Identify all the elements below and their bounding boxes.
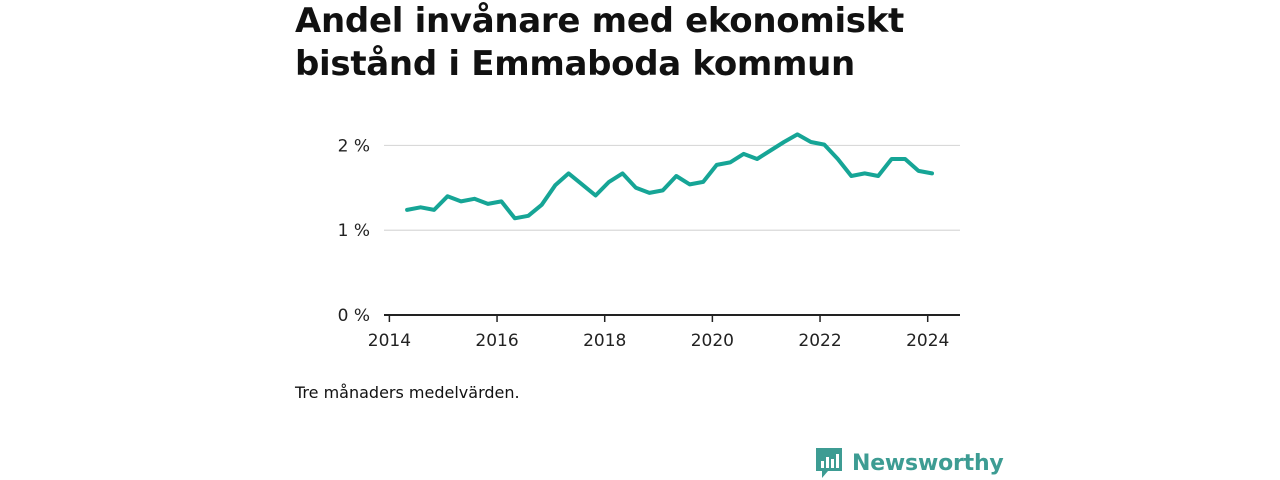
chart-title: Andel invånare med ekonomiskt bistånd i … — [295, 1, 905, 84]
chart-note: Tre månaders medelvärden. — [295, 383, 520, 402]
y-tick-label: 2 % — [338, 136, 370, 156]
y-tick-label: 1 % — [338, 221, 370, 241]
x-tick-label: 2016 — [475, 331, 518, 351]
x-tick-label: 2024 — [906, 331, 949, 351]
x-tick-label: 2014 — [368, 331, 411, 351]
x-tick-label: 2018 — [583, 331, 626, 351]
y-tick-label: 0 % — [338, 306, 370, 326]
series-group — [405, 132, 934, 221]
x-axis — [384, 314, 960, 322]
y-axis-labels: 0 % 1 % 2 % — [338, 136, 370, 326]
x-tick-label: 2022 — [798, 331, 841, 351]
x-axis-labels: 2014 2016 2018 2020 2022 2024 — [368, 331, 950, 351]
brand-logo[interactable]: Newsworthy — [814, 446, 1004, 480]
gridlines — [384, 144, 960, 231]
series-line — [405, 132, 934, 221]
brand-name: Newsworthy — [852, 450, 1004, 476]
x-tick-label: 2020 — [691, 331, 734, 351]
bar-chart-speech-bubble-icon — [816, 448, 842, 478]
